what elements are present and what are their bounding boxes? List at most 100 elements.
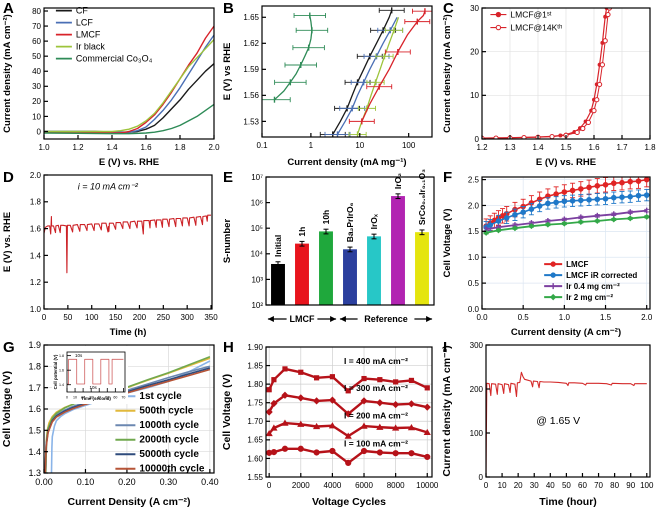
svg-text:1.65: 1.65 — [247, 436, 263, 445]
svg-text:1.6: 1.6 — [28, 404, 41, 414]
svg-text:1.6: 1.6 — [140, 143, 152, 152]
panel-E-chart: Initial 1h 10h Ba₂PrIrO₆ IrOₓ IrO₂ SrCo₀.₉Ir₀.… — [222, 169, 435, 324]
panel-F-chart: 0.0 0.5 1.0 1.5 2.0 0.0 0.5 1.0 1.5 2.0 2.5 Current… — [442, 175, 653, 338]
svg-text:1000th cycle: 1000th cycle — [139, 420, 199, 431]
svg-text:20: 20 — [81, 396, 85, 400]
svg-text:CF: CF — [76, 6, 88, 16]
svg-text:1.5: 1.5 — [468, 227, 480, 236]
svg-text:1.5: 1.5 — [28, 426, 41, 436]
svg-text:1: 1 — [309, 141, 314, 150]
svg-text:E (V) vs. RHE: E (V) vs. RHE — [536, 157, 596, 168]
svg-text:0.0: 0.0 — [476, 313, 488, 322]
svg-text:LMCF: LMCF — [290, 314, 315, 324]
svg-text:Time (second): Time (second) — [81, 396, 111, 401]
panel-letter-G: G — [3, 339, 15, 356]
svg-text:0.00: 0.00 — [35, 477, 53, 487]
svg-text:90: 90 — [626, 481, 635, 490]
panel-C-chart: 1.2 1.3 1.4 1.5 1.6 1.7 1.8 0 10 20 30 E (V) vs. RH… — [442, 4, 656, 168]
svg-text:0.10: 0.10 — [77, 477, 95, 487]
panel-letter-B: B — [223, 0, 234, 17]
svg-text:10s: 10s — [75, 353, 83, 358]
svg-text:2000th cycle: 2000th cycle — [139, 435, 199, 446]
svg-text:40: 40 — [32, 67, 41, 76]
svg-text:0: 0 — [475, 135, 480, 144]
panel-I-chart: 0 10 20 30 40 50 60 70 80 90 100 0 100 200 300 Time (ho… — [441, 341, 654, 508]
svg-text:Ir 2 mg cm⁻²: Ir 2 mg cm⁻² — [566, 293, 613, 302]
svg-text:10³: 10³ — [251, 275, 263, 284]
panel-letter-F: F — [443, 169, 453, 186]
svg-text:1.6: 1.6 — [588, 143, 600, 152]
svg-text:0.40: 0.40 — [201, 477, 219, 487]
panel-F: F 0.0 0.5 1.0 1.5 2.0 0.0 0.5 1.0 1.5 2.0 2.5 Curre… — [440, 169, 660, 339]
svg-text:Current density (A cm⁻²): Current density (A cm⁻²) — [511, 327, 621, 338]
panel-letter-A: A — [3, 0, 14, 17]
svg-text:0: 0 — [484, 481, 489, 490]
svg-text:Reference: Reference — [364, 314, 408, 324]
svg-text:10: 10 — [470, 91, 479, 100]
svg-text:2000: 2000 — [292, 481, 310, 490]
svg-text:I = 400 mA cm⁻²: I = 400 mA cm⁻² — [344, 356, 408, 366]
panel-G-chart: 0.00 0.10 0.20 0.30 0.40 1.3 1.4 1.5 1.6 1.7 1.8 1.… — [1, 340, 219, 508]
svg-text:1.9: 1.9 — [28, 340, 41, 350]
svg-text:70: 70 — [32, 22, 41, 31]
svg-text:1.6: 1.6 — [59, 368, 64, 372]
panel-B: B 0.1 1 10 100 1.53 1.56 1.59 1.62 1.65 Current d… — [220, 0, 440, 169]
svg-text:E (V) vs RHE: E (V) vs RHE — [222, 43, 233, 101]
svg-text:1.8: 1.8 — [59, 354, 64, 358]
svg-text:0: 0 — [42, 313, 47, 322]
svg-text:0.30: 0.30 — [160, 477, 178, 487]
svg-text:1.75: 1.75 — [247, 399, 263, 408]
svg-text:Time (hour): Time (hour) — [539, 496, 597, 508]
svg-text:10⁵: 10⁵ — [251, 224, 263, 233]
svg-text:1.70: 1.70 — [247, 417, 263, 426]
svg-text:1.2: 1.2 — [476, 143, 488, 152]
svg-text:1.7: 1.7 — [28, 383, 41, 393]
svg-text:1.55: 1.55 — [247, 473, 263, 482]
svg-text:Ir 0.4 mg cm⁻²: Ir 0.4 mg cm⁻² — [566, 282, 620, 291]
svg-text:10⁴: 10⁴ — [251, 250, 264, 259]
svg-text:10⁶: 10⁶ — [251, 198, 263, 207]
svg-text:1st cycle: 1st cycle — [139, 391, 182, 402]
svg-text:50: 50 — [105, 396, 109, 400]
svg-text:I = 100 mA cm⁻²: I = 100 mA cm⁻² — [344, 438, 408, 448]
svg-text:1.5: 1.5 — [600, 313, 612, 322]
svg-text:Current density (mA mg⁻¹): Current density (mA mg⁻¹) — [287, 157, 406, 168]
svg-text:8000: 8000 — [387, 481, 405, 490]
svg-text:LMCF@1ˢᵗ: LMCF@1ˢᵗ — [510, 10, 551, 20]
svg-text:1.7: 1.7 — [616, 143, 628, 152]
svg-text:LCF: LCF — [76, 18, 94, 28]
svg-text:Initial: Initial — [273, 235, 283, 257]
svg-text:20: 20 — [470, 48, 479, 57]
svg-text:Cell potential (V): Cell potential (V) — [53, 354, 58, 389]
panel-letter-C: C — [443, 0, 454, 17]
svg-text:Voltage Cycles: Voltage Cycles — [312, 496, 386, 508]
svg-text:1.4: 1.4 — [59, 383, 64, 387]
svg-text:100: 100 — [402, 141, 416, 150]
svg-text:40: 40 — [546, 481, 555, 490]
svg-text:30: 30 — [530, 481, 539, 490]
svg-text:0: 0 — [479, 473, 484, 482]
svg-text:E (V) vs. RHE: E (V) vs. RHE — [2, 212, 13, 272]
panel-A: A 1.0 1.2 1.4 1.6 1.8 2.0 0 10 20 30 40 50 60 70 80 E (… — [0, 0, 220, 169]
svg-text:100: 100 — [470, 429, 484, 438]
svg-text:1.8: 1.8 — [644, 143, 656, 152]
svg-text:20: 20 — [514, 481, 523, 490]
svg-text:10000th cycle: 10000th cycle — [139, 464, 204, 475]
svg-text:1.59: 1.59 — [243, 65, 259, 74]
svg-text:300: 300 — [470, 341, 484, 350]
svg-text:10: 10 — [498, 481, 507, 490]
svg-text:30: 30 — [470, 4, 479, 13]
panel-D-chart: 0 50 100 150 200 250 300 350 1.0 1.2 1.4 1.6 1.8 2.0 T… — [2, 171, 218, 338]
svg-text:5000th cycle: 5000th cycle — [139, 449, 199, 460]
svg-text:1.90: 1.90 — [247, 343, 263, 352]
svg-text:1.2: 1.2 — [30, 278, 42, 287]
svg-text:LMCF iR corrected: LMCF iR corrected — [566, 271, 637, 280]
svg-text:1.6: 1.6 — [30, 224, 42, 233]
svg-text:1.4: 1.4 — [30, 251, 42, 260]
svg-text:Time (h): Time (h) — [110, 327, 147, 338]
svg-text:1.4: 1.4 — [532, 143, 544, 152]
panel-letter-H: H — [223, 339, 234, 356]
svg-text:LMCF@14Kᵗʰ: LMCF@14Kᵗʰ — [510, 23, 562, 33]
svg-text:Ba₂PrIrO₆: Ba₂PrIrO₆ — [345, 202, 355, 242]
